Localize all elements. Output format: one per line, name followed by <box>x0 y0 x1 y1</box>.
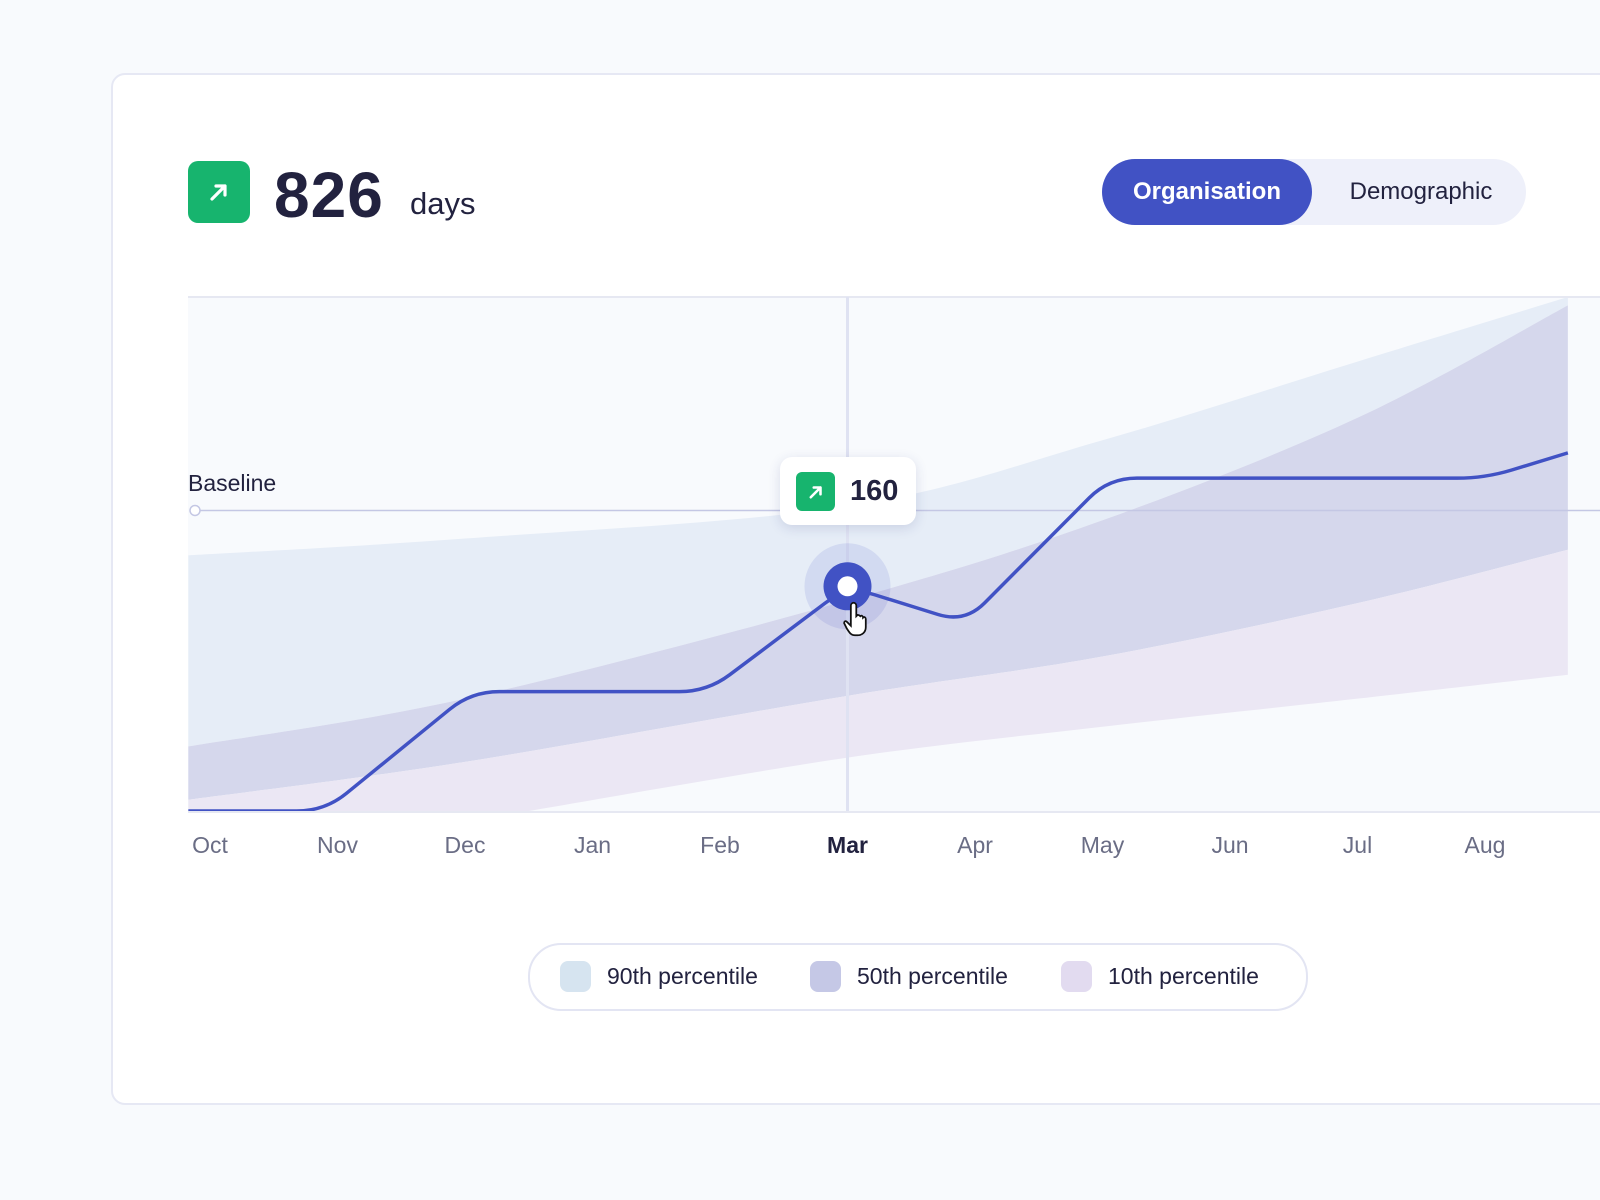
x-tick-label-jul: Jul <box>1342 832 1373 858</box>
legend-swatch <box>1061 961 1092 992</box>
data-point-center <box>837 576 858 597</box>
x-tick-label-may: May <box>1080 832 1125 858</box>
band-10th-percentile <box>188 549 1568 811</box>
baseline-marker <box>189 504 201 517</box>
x-tick-label-nov: Nov <box>317 832 358 858</box>
band-50th-percentile <box>188 305 1568 800</box>
baseline-label: Baseline <box>188 470 277 496</box>
x-tick-label-dec: Dec <box>444 832 486 858</box>
legend-item-50th[interactable]: 50th percentile <box>810 961 1008 992</box>
legend-label: 90th percentile <box>607 963 758 989</box>
x-tick-label-jun: Jun <box>1211 832 1249 858</box>
arrow-up-right-icon <box>808 485 822 499</box>
metric-value: 826 <box>274 159 384 231</box>
x-tick-label-mar: Mar <box>827 832 868 858</box>
legend-item-90th[interactable]: 90th percentile <box>560 961 758 992</box>
view-toggle: Organisation Demographic <box>1102 159 1526 225</box>
x-tick-label-feb: Feb <box>700 832 740 858</box>
x-tick-label-aug: Aug <box>1464 832 1506 858</box>
tooltip-value: 160 <box>850 475 899 507</box>
legend-label: 50th percentile <box>857 963 1008 989</box>
legend-label: 10th percentile <box>1108 963 1259 989</box>
trend-badge <box>188 161 250 223</box>
tooltip: 160 <box>780 457 916 525</box>
toggle-organisation[interactable]: Organisation <box>1102 159 1312 225</box>
legend-item-10th[interactable]: 10th percentile <box>1061 961 1259 992</box>
metric-unit: days <box>410 186 476 221</box>
legend-swatch <box>810 961 841 992</box>
toggle-demographic[interactable]: Demographic <box>1349 178 1493 205</box>
arrow-up-right-icon <box>210 184 227 201</box>
x-tick-label-apr: Apr <box>957 832 993 858</box>
x-tick-label-oct: Oct <box>192 832 228 858</box>
legend: 90th percentile 50th percentile 10th per… <box>528 943 1308 1011</box>
tooltip-trend-badge <box>796 472 835 511</box>
hand-cursor-icon <box>843 601 867 637</box>
legend-swatch <box>560 961 591 992</box>
x-tick-label-jan: Jan <box>573 832 612 858</box>
